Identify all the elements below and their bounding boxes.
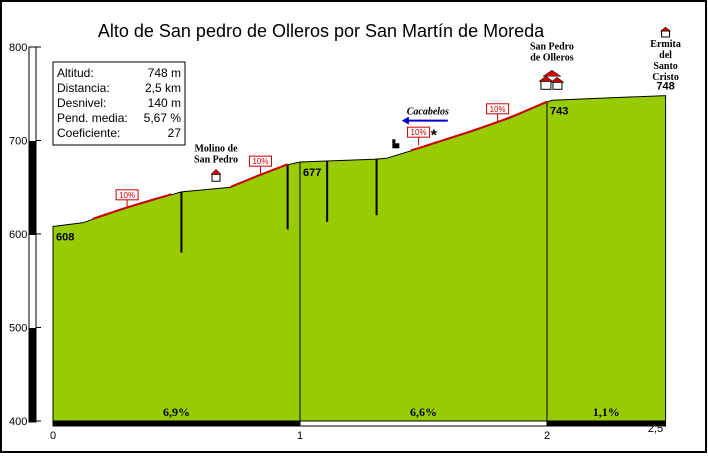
percent-tag-label: 10%: [411, 128, 427, 137]
percent-tag-label: 10%: [119, 191, 135, 200]
profile-overlay-layer: 10% 10% 10% 10% 608 677 743 748 6,9% 6,6% 1,1% 0 1 2 2…: [50, 26, 681, 442]
house-roof: [210, 168, 222, 175]
stat-coefficient-value: 27: [168, 126, 182, 140]
village-roof: [538, 75, 554, 82]
house-wall: [211, 173, 221, 182]
place-label: del: [659, 50, 672, 61]
elevation-label: 677: [303, 167, 321, 179]
stat-distance-value: 2,5 km: [145, 81, 181, 95]
place-label: Cristo: [652, 72, 679, 83]
x-tick-label: 2,5: [648, 423, 663, 435]
x-tick-label: 0: [50, 430, 56, 442]
chart-title: Alto de San pedro de Olleros por San Mar…: [98, 21, 545, 41]
village-house: [552, 81, 563, 90]
place-label: Molino de: [194, 143, 238, 154]
steep-section-line: [410, 100, 548, 152]
building-icon: [392, 139, 400, 149]
stat-avg-gradient-value: 5,67 %: [144, 111, 182, 125]
percent-tag-box: [486, 103, 510, 115]
elevation-label: 748: [656, 81, 674, 93]
gradient-segment-bar: [52, 420, 301, 427]
church-icon: [659, 26, 672, 38]
steep-section-line: [230, 163, 288, 188]
stats-box: Altitud: 748 m Distancia: 2,5 km Desnive…: [52, 61, 186, 146]
stat-altitude-label: Altitud:: [57, 66, 94, 80]
building-tower: [392, 139, 396, 144]
percent-tag-box: [248, 155, 272, 167]
percent-tag-label: 10%: [490, 105, 506, 114]
y-axis-ticks: 400 500 600 700 800: [9, 42, 41, 428]
gradient-segment-label: 1,1%: [593, 405, 620, 419]
percent-tag-label: 10%: [252, 157, 268, 166]
elevation-label: 743: [550, 105, 568, 117]
gradient-segment-label: 6,6%: [410, 405, 437, 419]
church-wall: [661, 30, 671, 38]
percent-tag-box: [407, 126, 431, 138]
elevation-label: 608: [56, 232, 74, 244]
stats-box-border: [52, 61, 186, 146]
gradient-segment-bar: [299, 420, 548, 427]
place-label: Ermita: [650, 39, 681, 50]
x-tick-label: 2: [544, 430, 550, 442]
stat-elevation-gain-label: Desnivel:: [57, 96, 106, 110]
gradient-segment-label: 6,9%: [163, 405, 190, 419]
village-roof: [550, 76, 565, 83]
stat-distance-label: Distancia:: [57, 81, 110, 95]
stat-coefficient-label: Coeficiente:: [57, 126, 120, 140]
gradient-segment-bar: [546, 420, 667, 427]
y-tick-label: 800: [9, 42, 27, 54]
x-tick-label: 1: [297, 430, 303, 442]
building-body: [392, 143, 400, 149]
steep-section-line: [92, 193, 172, 220]
place-label: de Olleros: [530, 52, 574, 63]
cacabelos-arrow-head: [401, 116, 409, 125]
y-tick-label: 700: [9, 136, 27, 148]
y-scale-segment-600-700: [29, 141, 36, 235]
stat-avg-gradient-label: Pend. media:: [57, 111, 128, 125]
house-icon: [210, 168, 222, 182]
percent-tag-box: [115, 189, 139, 201]
place-label: Santo: [653, 61, 677, 72]
village-house: [540, 80, 552, 90]
y-tick-label: 400: [9, 416, 27, 428]
y-scale-segment-400-500: [29, 328, 36, 422]
stat-altitude-value: 748 m: [148, 66, 181, 80]
village-icon: [538, 69, 565, 90]
church-roof: [659, 26, 672, 32]
y-tick-label: 600: [9, 229, 27, 241]
cacabelos-label: Cacabelos: [407, 107, 449, 118]
star-icon: *: [431, 128, 438, 145]
village-roof: [542, 69, 562, 77]
place-label: San Pedro: [194, 154, 238, 165]
stat-elevation-gain-value: 140 m: [148, 96, 181, 110]
place-label: San Pedro: [530, 41, 574, 52]
y-tick-label: 500: [9, 323, 27, 335]
